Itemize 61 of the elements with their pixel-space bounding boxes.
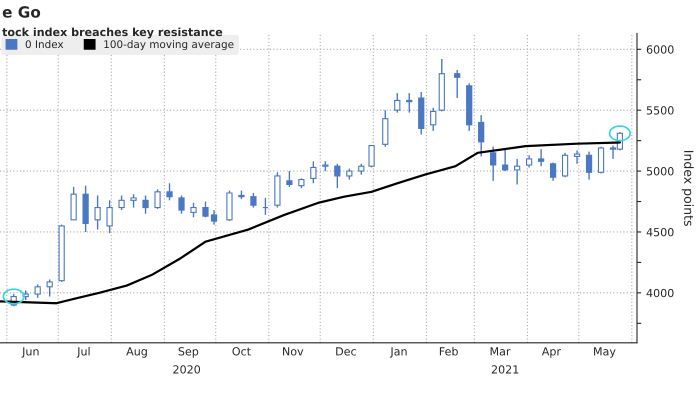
x-tick-label: Aug bbox=[126, 347, 147, 358]
candlestick bbox=[118, 194, 125, 211]
candlestick bbox=[130, 194, 137, 208]
candlestick bbox=[34, 284, 41, 298]
text: 2021 bbox=[492, 365, 518, 374]
candlestick bbox=[368, 144, 375, 168]
chart-subtitle: tock index breaches key resistance bbox=[2, 28, 222, 38]
text: 2020 bbox=[173, 365, 200, 374]
y-tick-label: 6000 bbox=[646, 45, 674, 54]
x-tick-label: Jul bbox=[76, 346, 90, 358]
candlestick bbox=[298, 178, 304, 189]
x-tick-label: May bbox=[594, 347, 616, 358]
legend-label: 0 Index bbox=[26, 40, 64, 48]
candlestick bbox=[46, 278, 53, 298]
candlestick bbox=[262, 197, 269, 216]
candlestick bbox=[106, 200, 113, 234]
candlestick bbox=[310, 160, 316, 184]
candlestick bbox=[94, 194, 101, 230]
candlestick bbox=[178, 194, 185, 214]
candlestick bbox=[430, 107, 436, 132]
y-tick-label: 5500 bbox=[646, 106, 674, 115]
candlestick bbox=[358, 163, 364, 176]
candlestick bbox=[394, 92, 400, 114]
candlestick bbox=[502, 148, 508, 172]
x-tick-label: Mar bbox=[490, 347, 510, 356]
x-tick-label: Oct bbox=[232, 347, 251, 356]
candlestick bbox=[526, 154, 532, 168]
x-tick-label: Jun bbox=[22, 347, 39, 358]
candlestick bbox=[322, 160, 328, 172]
candlestick bbox=[346, 168, 352, 180]
candlestick bbox=[142, 194, 149, 214]
candlestick bbox=[190, 202, 197, 218]
candlestick bbox=[202, 200, 209, 218]
candlestick bbox=[334, 163, 340, 189]
candlestick bbox=[250, 192, 257, 208]
y-tick-label: 4000 bbox=[646, 288, 674, 298]
x-tick-label: Dec bbox=[336, 347, 356, 356]
candlestick bbox=[514, 158, 520, 186]
candlestick bbox=[210, 209, 218, 226]
x-tick-label: Feb bbox=[440, 346, 458, 356]
y-tick-label: 4500 bbox=[646, 228, 674, 236]
candlestick bbox=[166, 182, 173, 202]
chart-title: e Go bbox=[2, 6, 40, 18]
candlestick bbox=[586, 150, 592, 180]
candlestick bbox=[286, 170, 293, 188]
candlestick bbox=[538, 148, 544, 167]
candlestick bbox=[478, 114, 484, 158]
y-tick-label: 5000 bbox=[646, 167, 674, 176]
x-tick-label: Jan bbox=[390, 347, 407, 358]
x-tick-label: Nov bbox=[283, 347, 304, 356]
x-tick-label: Sep bbox=[178, 347, 198, 358]
y-axis-title: Index points bbox=[682, 150, 694, 226]
candlestick bbox=[550, 162, 556, 182]
candlestick bbox=[490, 146, 496, 182]
candlestick bbox=[454, 69, 460, 99]
x-tick-label: Apr bbox=[542, 347, 561, 358]
candlestick bbox=[154, 188, 161, 210]
candlestick bbox=[406, 92, 412, 114]
legend-label: 100-day moving average bbox=[104, 40, 234, 50]
candlestick bbox=[562, 152, 568, 178]
candlestick bbox=[574, 150, 580, 164]
